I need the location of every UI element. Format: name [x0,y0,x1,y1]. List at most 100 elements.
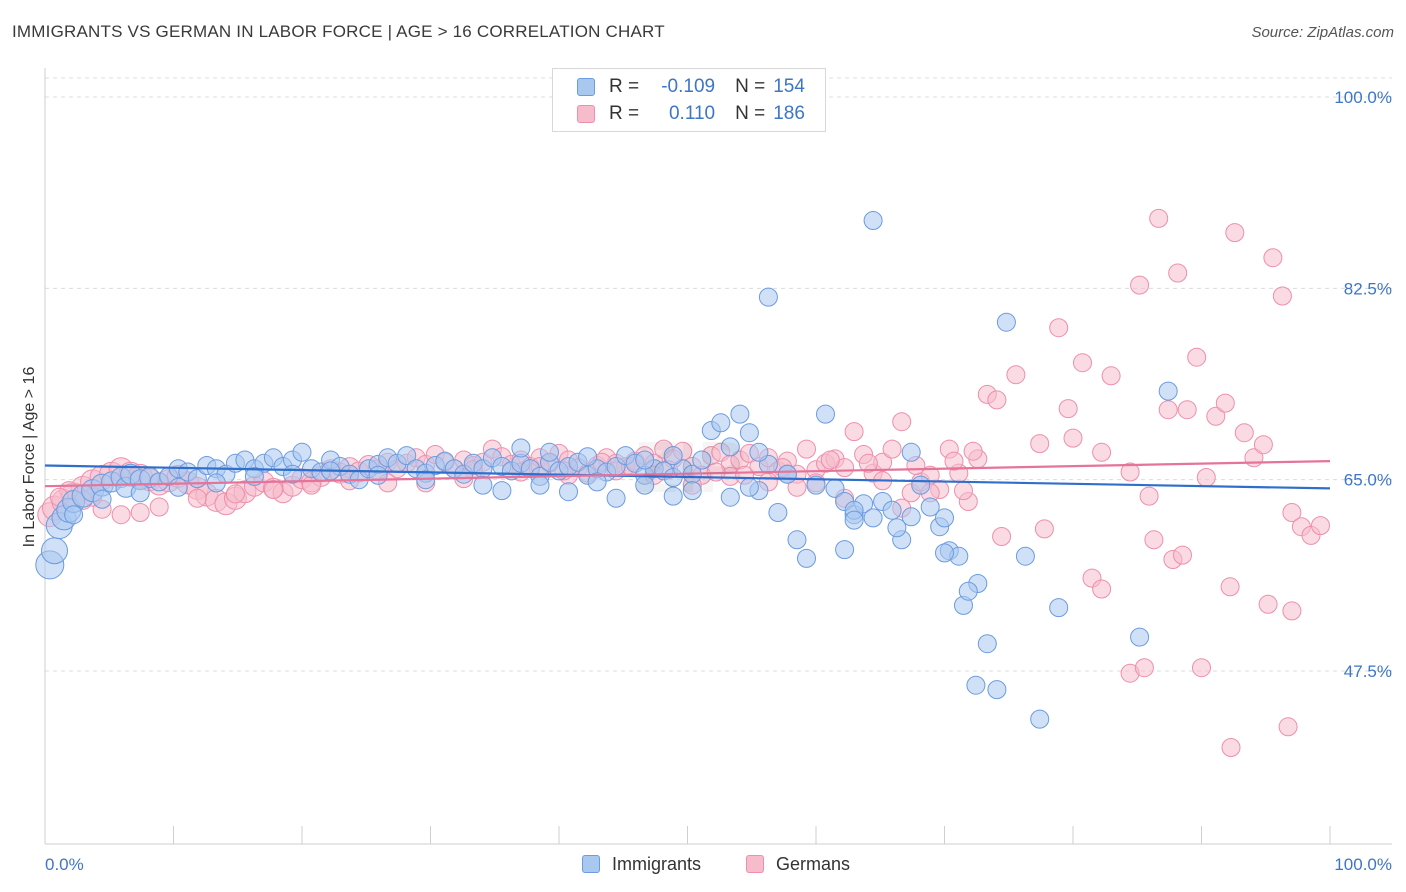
immigrants-point [473,475,493,495]
immigrants-point [797,548,816,568]
germans-point [1215,393,1235,413]
immigrants-point [168,477,188,497]
immigrants-point [368,465,388,485]
germans-point [1092,579,1112,599]
immigrants-point [559,482,578,502]
germans-trend-line [44,460,1331,488]
immigrants-point [397,446,417,466]
immigrants-point [130,483,150,503]
immigrants-point [578,447,598,467]
watermark: ZIP [634,428,746,508]
immigrants-point [1015,546,1035,566]
germans-point [1130,275,1150,295]
y-tick-label: 82.5% [1344,279,1392,298]
germans-point [1282,601,1302,621]
germans-point [820,450,840,470]
immigrants-point [692,450,712,470]
n-value-immigrants: 154 [773,76,805,97]
bottom-legend-germans: Germans [746,852,850,876]
germans-point [1311,516,1330,536]
immigrants-point [720,487,740,507]
immigrants-point [1130,627,1150,647]
germans-point [111,505,131,525]
immigrants-point [711,413,731,433]
germans-point [1092,442,1112,462]
immigrants-point [41,537,68,565]
immigrants-point [92,489,112,509]
germans-point [187,488,207,508]
chart-title: IMMIGRANTS VS GERMAN IN LABOR FORCE | AG… [12,22,665,41]
immigrants-point [844,510,864,530]
immigrants-point [996,312,1016,332]
immigrants-label: Immigrants [612,853,702,874]
germans-point [892,412,912,432]
axis-labels: 100.0% 82.5% 65.0% 47.5% 0.0% 100.0% In Labor … [21,88,1392,874]
germans-point [1206,406,1226,426]
immigrants-swatch [582,855,600,873]
y-axis-title: In Labor Force | Age > 16 [21,367,38,548]
x-tick-label: 100.0% [1334,855,1392,874]
immigrants-point [816,404,835,424]
germans-point [858,453,878,473]
grid-lines [45,77,1392,672]
germans-point [1282,503,1302,522]
immigrants-point [739,423,759,443]
axes [44,68,1392,845]
immigrants-point [863,211,883,230]
legend-row-immigrants: R = -0.109 N = 154 [577,75,805,99]
germans-point [1158,400,1178,420]
germans-point [1173,545,1192,565]
immigrants-point [777,464,797,484]
germans-point [1049,318,1069,338]
immigrants-point [966,675,986,695]
immigrants-point [749,442,769,462]
immigrants-point [606,488,626,508]
immigrants-point [901,442,921,462]
germans-point [149,497,169,517]
germans-point [1101,366,1121,386]
r-value-germans: 0.110 [668,103,716,124]
scatter-points [35,208,1330,757]
germans-point [1144,530,1164,550]
immigrants-point [987,680,1007,700]
germans-point [797,439,816,459]
germans-point [1278,717,1298,737]
germans-point [1192,658,1211,678]
n-label: N = [735,103,766,124]
germans-point [1263,248,1283,268]
immigrants-point [977,634,997,654]
trend-lines [44,460,1331,490]
immigrants-point [1158,381,1178,401]
immigrants-point [540,442,559,462]
germans-point [1272,286,1292,306]
immigrants-point [835,540,855,560]
immigrants-point [911,475,931,495]
x-tick-label: 0.0% [45,855,84,874]
immigrants-point [530,475,550,495]
germans-point [263,480,283,499]
immigrants-point [958,581,978,601]
immigrants-point [1030,709,1050,729]
germans-swatch [746,855,764,873]
y-tick-label: 100.0% [1334,88,1392,107]
immigrants-point [635,450,655,470]
germans-point [987,390,1007,410]
immigrants-point [935,543,954,563]
n-value-germans: 186 [773,103,805,124]
germans-point [944,451,964,471]
germans-point [225,484,245,504]
r-value-immigrants: -0.109 [661,76,716,97]
immigrants-point [511,438,531,458]
germans-point [954,481,973,501]
immigrants-point [663,446,683,466]
germans-point [1220,577,1240,597]
germans-point [1196,468,1216,487]
immigrants-point [492,481,512,501]
immigrants-point [587,472,607,492]
immigrants-swatch [577,78,595,96]
germans-point [844,422,864,442]
immigrants-point [768,503,788,522]
germans-point [1149,208,1169,228]
immigrants-point [920,497,940,517]
